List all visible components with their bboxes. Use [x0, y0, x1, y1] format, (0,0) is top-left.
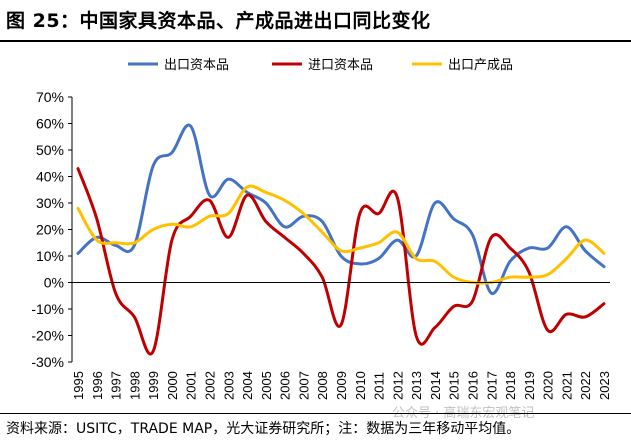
x-tick-label: 2017	[484, 371, 499, 400]
source-note: 资料来源：USITC，TRADE MAP，光大证券研究所；注：数据为三年移动平均…	[6, 421, 521, 437]
y-axis-ticks: -30% -20% -10% 0% 10% 20% 30% 40% 50% 60% 70%	[31, 89, 72, 370]
series-line-2	[76, 167, 606, 356]
x-tick-label: 1996	[90, 371, 105, 400]
x-tick-label: 2000	[165, 371, 180, 400]
x-tick-label: 2023	[597, 371, 612, 400]
legend-label-1: 出口资本品	[164, 57, 229, 72]
y-tick-label: -20%	[31, 328, 64, 344]
x-tick-label: 1998	[127, 371, 142, 400]
x-tick-label: 2019	[522, 371, 537, 400]
x-tick-label: 2006	[278, 371, 293, 400]
x-tick-label: 2011	[372, 372, 387, 400]
y-tick-label: 50%	[36, 142, 64, 158]
x-tick-label: 2013	[409, 371, 424, 400]
y-tick-label: -30%	[31, 354, 64, 370]
x-tick-label: 2001	[184, 371, 199, 400]
x-tick-label: 1995	[71, 371, 86, 400]
x-axis-tick-labels: 1995 1996 1997 1998 1999 2000 2001 2002 2003 2004…	[71, 371, 612, 400]
series-line-3	[76, 184, 606, 285]
y-tick-label: -10%	[31, 301, 64, 317]
x-tick-label: 2020	[541, 371, 556, 400]
y-tick-label: 0%	[44, 275, 64, 291]
x-tick-label: 2004	[240, 371, 255, 400]
x-tick-label: 2009	[334, 371, 349, 400]
chart-axes	[71, 97, 610, 362]
x-tick-label: 2022	[578, 371, 593, 400]
x-tick-label: 2010	[353, 371, 368, 400]
y-tick-label: 60%	[36, 116, 64, 132]
chart-series	[76, 123, 606, 356]
x-tick-label: 1999	[146, 371, 161, 400]
x-tick-label: 2002	[203, 371, 218, 400]
figure-title: 图 25：中国家具资本品、产成品进出口同比变化	[6, 10, 431, 32]
y-tick-label: 10%	[36, 248, 64, 264]
x-tick-label: 2021	[559, 371, 574, 400]
x-tick-label: 2018	[503, 371, 518, 400]
x-tick-label: 1997	[109, 371, 124, 400]
x-tick-label: 2007	[296, 371, 311, 400]
y-tick-label: 70%	[36, 89, 64, 105]
x-tick-label: 2014	[428, 371, 443, 400]
y-tick-label: 20%	[36, 222, 64, 238]
x-tick-label: 2003	[221, 371, 236, 400]
source-rule	[0, 413, 631, 414]
line-chart: 出口资本品 进口资本品 出口产成品 -30% -20% -10% 0% 10% 20% 30% 4…	[31, 57, 612, 400]
series-line-1	[76, 123, 606, 295]
x-tick-label: 2005	[259, 371, 274, 400]
y-tick-label: 40%	[36, 169, 64, 185]
x-tick-label: 2008	[315, 371, 330, 400]
chart-legend: 出口资本品 进口资本品 出口产成品	[128, 57, 513, 72]
legend-label-2: 进口资本品	[308, 57, 373, 72]
title-rule	[0, 40, 631, 42]
x-tick-label: 2015	[447, 371, 462, 400]
legend-label-3: 出口产成品	[448, 57, 513, 72]
x-tick-label: 2016	[466, 371, 481, 400]
x-tick-label: 2012	[390, 371, 405, 400]
y-tick-label: 30%	[36, 195, 64, 211]
